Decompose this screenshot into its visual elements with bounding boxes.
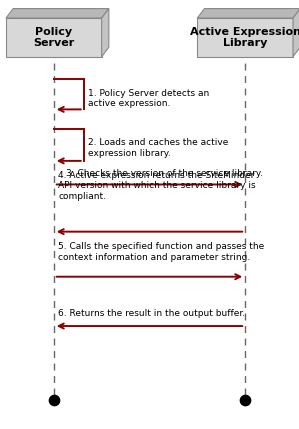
- Text: Active Expression
Library: Active Expression Library: [190, 27, 299, 48]
- Text: 5. Calls the specified function and passes the
context information and parameter: 5. Calls the specified function and pass…: [58, 242, 265, 262]
- Polygon shape: [197, 9, 299, 18]
- Text: 1. Policy Server detects an
active expression.: 1. Policy Server detects an active expre…: [88, 89, 210, 108]
- Polygon shape: [6, 9, 109, 18]
- Text: Policy
Server: Policy Server: [33, 27, 74, 48]
- Polygon shape: [102, 9, 109, 57]
- Text: 3. Checks the version of the service library.: 3. Checks the version of the service lib…: [66, 169, 263, 178]
- Polygon shape: [293, 9, 299, 57]
- Text: 4. Active expression returns the SiteMinder
API version with which the service l: 4. Active expression returns the SiteMin…: [58, 171, 256, 201]
- Bar: [197, 18, 293, 57]
- Text: 2. Loads and caches the active
expression library.: 2. Loads and caches the active expressio…: [88, 138, 228, 157]
- Text: 6. Returns the result in the output buffer.: 6. Returns the result in the output buff…: [58, 309, 245, 318]
- Point: [243, 396, 248, 403]
- Point: [51, 396, 56, 403]
- Bar: [6, 18, 102, 57]
